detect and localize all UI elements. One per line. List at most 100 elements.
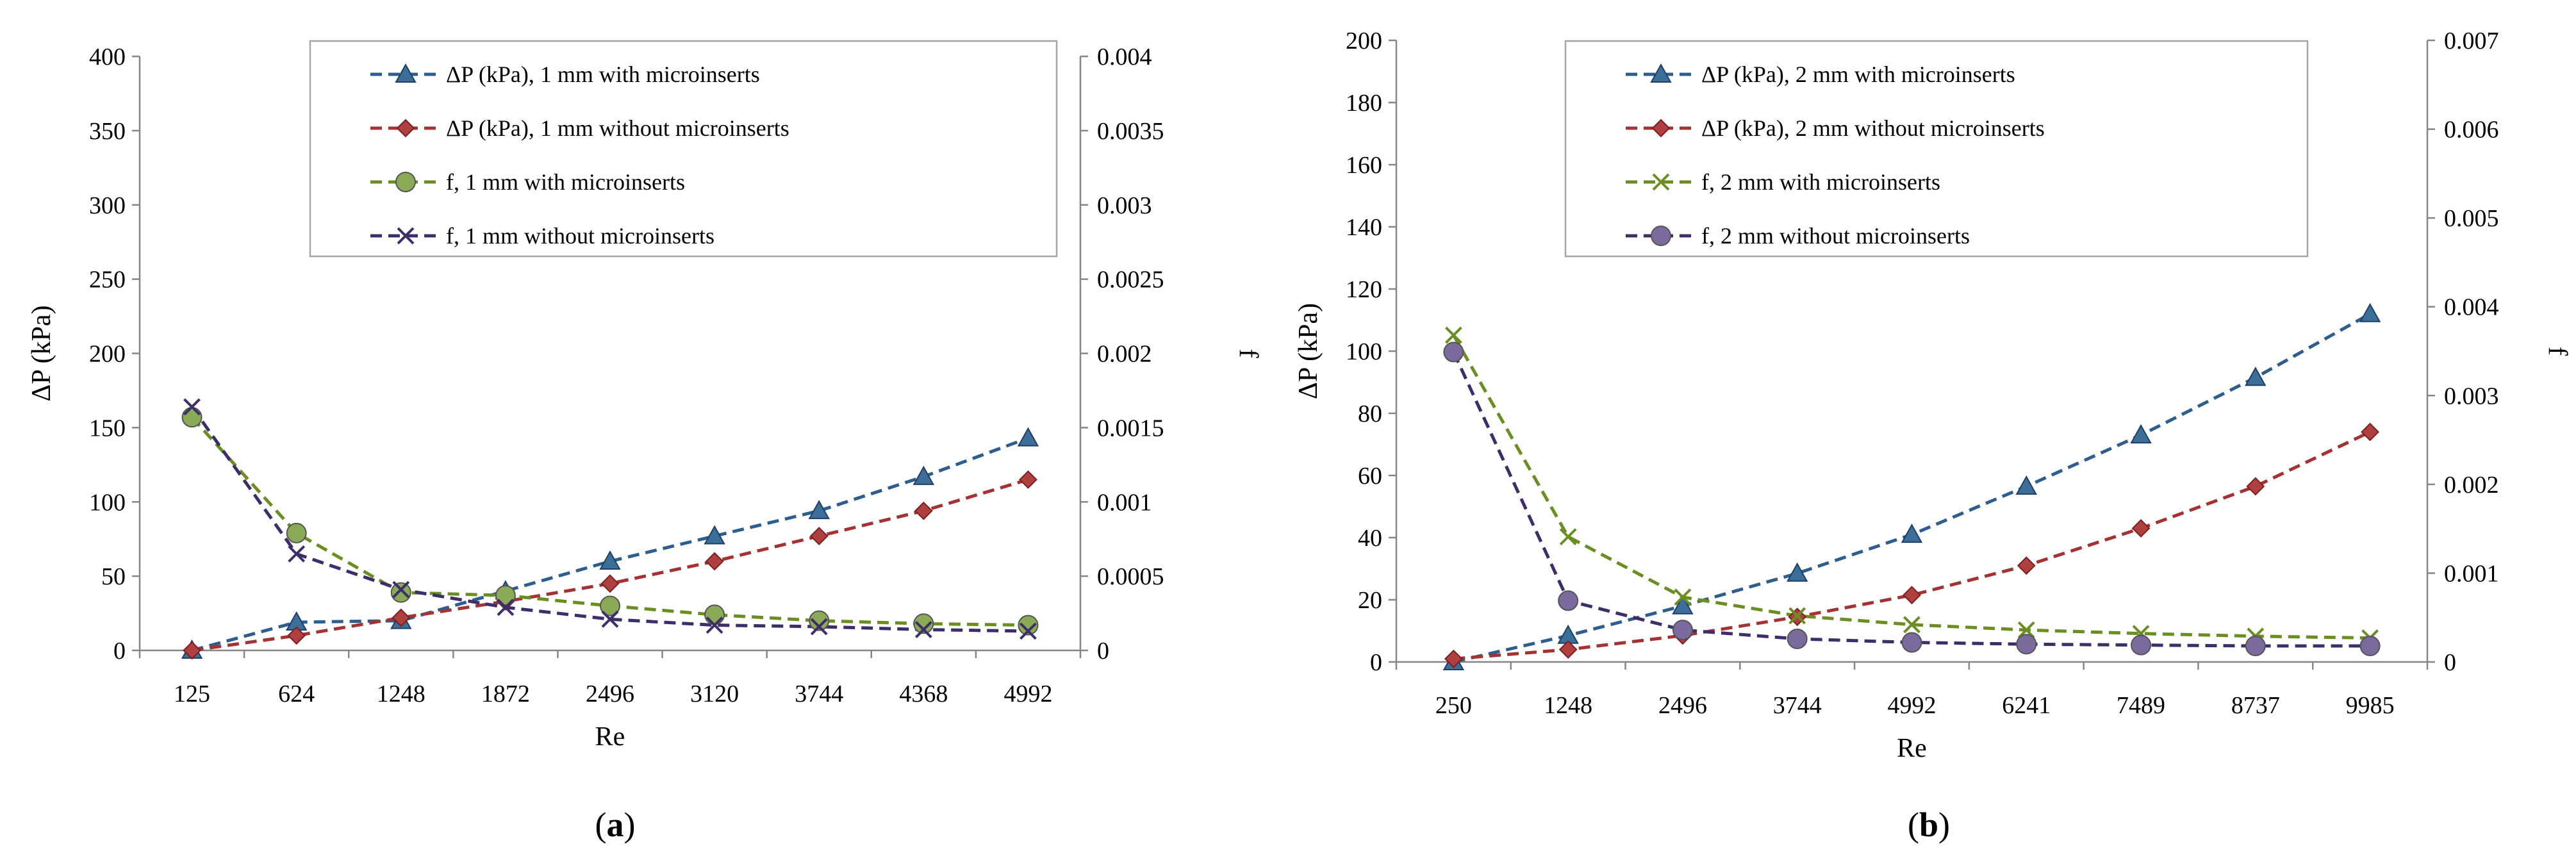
left-tick-label: 250	[89, 267, 126, 293]
data-point	[1444, 326, 1462, 344]
right-tick-label: 0.003	[1097, 192, 1152, 219]
data-point	[1787, 562, 1808, 582]
data-point	[390, 582, 411, 603]
data-point	[1901, 524, 1923, 543]
chart-panel-b: 0 20 40 60 80 100 120 140 160 180 200 0 0.001 0.002 0.…	[1288, 0, 2576, 867]
left-tick-label: 50	[101, 563, 126, 590]
data-point	[287, 626, 306, 645]
legend-marker	[397, 227, 415, 245]
left-axis-title: ΔP (kPa)	[1294, 303, 1323, 399]
data-point	[1017, 427, 1039, 447]
x-tick-label: 250	[1435, 692, 1472, 719]
data-point	[2131, 519, 2151, 538]
data-point	[600, 574, 620, 593]
panel-label-letter: a	[607, 805, 624, 844]
x-tick-label: 1248	[1544, 692, 1592, 719]
left-tick-label: 100	[89, 489, 126, 516]
right-axis-title: f	[2543, 347, 2572, 356]
right-tick-label: 0.006	[2444, 117, 2499, 144]
data-point	[1018, 615, 1039, 636]
x-tick-label: 3744	[795, 681, 843, 707]
panel-label: (b)	[1908, 805, 1950, 844]
right-tick-label: 0	[2444, 649, 2456, 676]
left-tick-label: 400	[89, 44, 126, 70]
series-line-1	[191, 436, 1029, 652]
legend-label: f, 2 mm with microinserts	[1701, 169, 1940, 195]
legend-marker	[396, 119, 415, 138]
data-point	[808, 500, 830, 520]
series-line-4	[190, 406, 1028, 633]
x-tick-label: 6241	[2002, 692, 2051, 719]
x-tick-label: 4992	[1888, 692, 1936, 719]
data-point	[2245, 367, 2266, 386]
data-point	[914, 621, 932, 638]
panel-label-letter: b	[1919, 805, 1938, 844]
right-tick-label: 0	[1097, 638, 1109, 665]
data-point	[181, 407, 202, 428]
data-point	[2131, 634, 2152, 656]
data-point	[705, 552, 724, 571]
x-tick-label: 624	[278, 681, 315, 707]
data-point	[1672, 595, 1694, 615]
x-tick-label: 9985	[2346, 692, 2395, 719]
data-point	[286, 522, 307, 543]
x-axis-title: Re	[595, 722, 625, 752]
series-line-3	[190, 416, 1028, 627]
legend-box	[1564, 40, 2309, 258]
data-point	[2361, 422, 2380, 442]
data-point	[1901, 632, 1922, 653]
left-tick-label: 80	[1358, 400, 1382, 427]
left-tick-label: 60	[1358, 463, 1382, 490]
left-axis-title: ΔP (kPa)	[27, 305, 56, 401]
data-point	[809, 610, 830, 631]
data-point	[1674, 588, 1692, 606]
data-point	[392, 608, 411, 627]
data-point	[495, 585, 516, 606]
data-point	[599, 550, 621, 570]
x-tick-label: 2496	[586, 681, 634, 707]
x-tick-label: 3120	[690, 681, 739, 707]
left-tick-label: 150	[89, 415, 126, 442]
data-point	[497, 599, 515, 616]
data-point	[1672, 620, 1693, 641]
series-markers-4	[1443, 342, 2381, 657]
data-point	[704, 525, 725, 545]
series-markers-4	[183, 398, 1037, 640]
data-point	[2246, 477, 2265, 496]
chart-a-svg: 0 50 100 150 200 250 300 350 400 0 0.0005 0.001 0.00…	[27, 40, 1263, 844]
legend-label: ΔP (kPa), 2 mm without microinserts	[1701, 115, 2045, 141]
data-point	[914, 501, 933, 520]
data-point	[1788, 607, 1806, 625]
data-point	[809, 527, 829, 545]
right-tick-label: 0.001	[2444, 560, 2499, 587]
data-point	[183, 641, 201, 660]
series-line-1	[1453, 312, 2371, 664]
panel-label-close: )	[1938, 805, 1950, 844]
chart-panel-a: 0 50 100 150 200 250 300 350 400 0 0.0005 0.001 0.00…	[27, 40, 1263, 844]
right-tick-label: 0.005	[2444, 205, 2499, 232]
data-point	[706, 616, 723, 634]
right-tick-label: 0.001	[1097, 489, 1152, 516]
data-point	[2359, 302, 2381, 322]
x-tick-label: 2496	[1658, 692, 1707, 719]
legend-label: f, 1 mm with microinserts	[446, 169, 685, 195]
series-line-2	[1453, 430, 2371, 661]
right-axis-title: f	[1234, 349, 1263, 358]
left-tick-label: 160	[1346, 152, 1382, 179]
data-point	[1444, 649, 1463, 668]
left-tick-label: 200	[89, 341, 126, 368]
panel-label-open: (	[595, 805, 607, 844]
panel-label-close: )	[624, 805, 636, 844]
series-markers-2	[183, 470, 1037, 660]
legend-marker	[1651, 119, 1671, 138]
x-tick-label: 1872	[481, 681, 530, 707]
data-point	[1559, 528, 1577, 546]
data-point	[2016, 634, 2037, 655]
data-point	[1558, 640, 1578, 659]
legend-marker	[1652, 173, 1670, 191]
x-axis-title: Re	[1897, 734, 1927, 763]
panel-label-open: (	[1908, 805, 1919, 844]
legend-marker	[395, 172, 416, 192]
data-point	[913, 613, 934, 634]
data-point	[2130, 424, 2152, 443]
